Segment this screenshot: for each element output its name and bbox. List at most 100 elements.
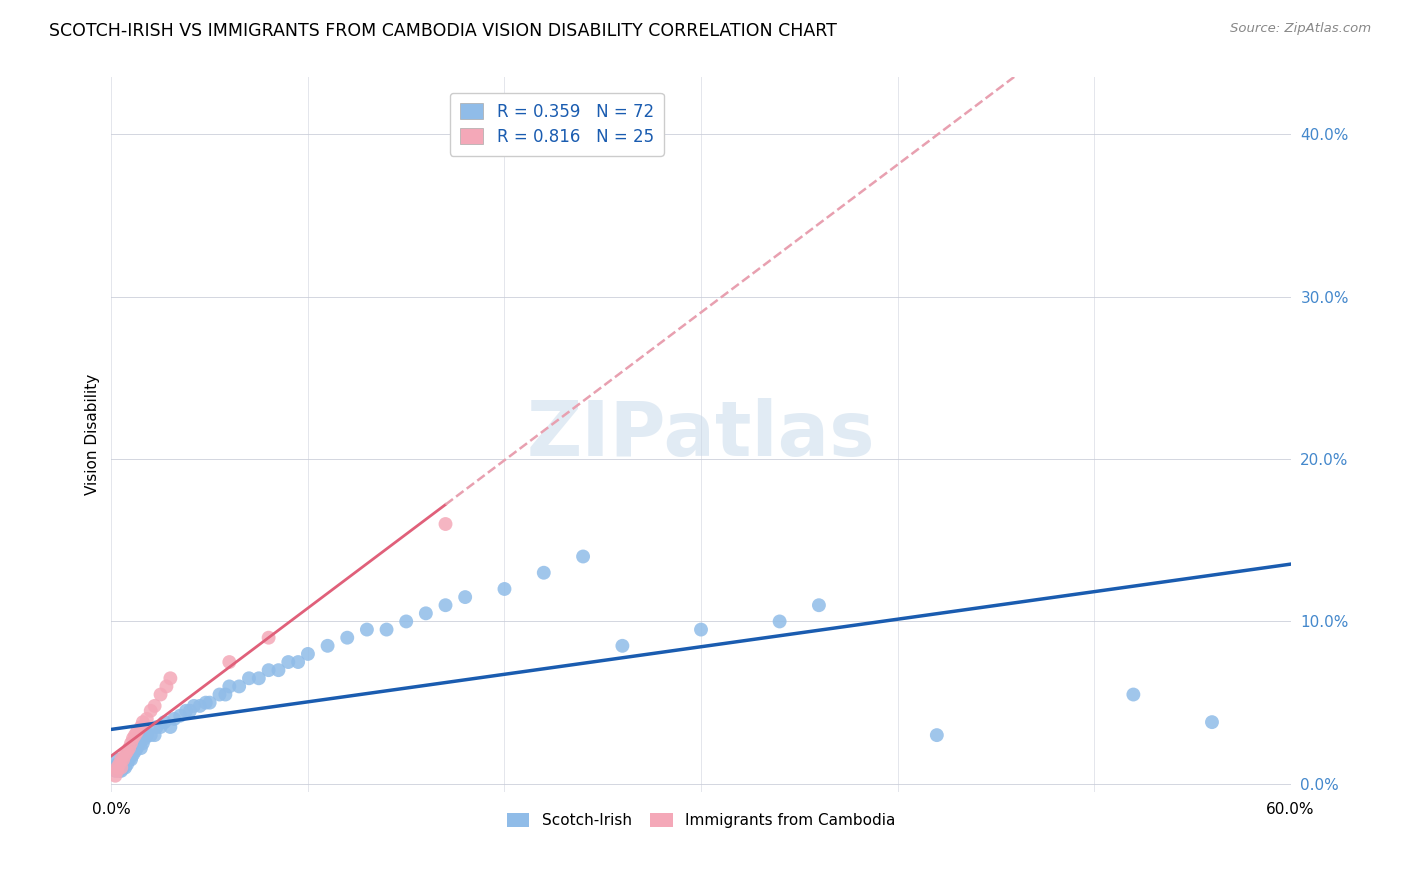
Point <box>114 752 136 766</box>
Point <box>129 720 152 734</box>
Point <box>169 708 191 723</box>
Point <box>120 744 142 758</box>
Point <box>104 769 127 783</box>
Point <box>183 698 205 713</box>
Point <box>110 761 132 775</box>
Point <box>108 764 131 778</box>
Point <box>572 549 595 564</box>
Point <box>198 696 221 710</box>
Point <box>112 752 135 766</box>
Point <box>208 688 231 702</box>
Point <box>134 731 156 746</box>
Text: Source: ZipAtlas.com: Source: ZipAtlas.com <box>1230 22 1371 36</box>
Point <box>112 752 135 766</box>
Point <box>125 724 148 739</box>
Point <box>108 761 131 775</box>
Point <box>149 688 172 702</box>
Point <box>135 728 157 742</box>
Point <box>257 663 280 677</box>
Point <box>149 720 172 734</box>
Point <box>218 680 240 694</box>
Point <box>434 598 457 612</box>
Point <box>125 741 148 756</box>
Point <box>105 757 128 772</box>
Point <box>105 752 128 766</box>
Point <box>108 757 131 772</box>
Point <box>267 663 290 677</box>
Point <box>415 607 437 621</box>
Point <box>925 728 948 742</box>
Point <box>110 761 132 775</box>
Point <box>143 728 166 742</box>
Point <box>139 704 162 718</box>
Point <box>163 712 186 726</box>
Point <box>174 704 197 718</box>
Point <box>277 655 299 669</box>
Y-axis label: Vision Disability: Vision Disability <box>86 374 100 495</box>
Legend: Scotch-Irish, Immigrants from Cambodia: Scotch-Irish, Immigrants from Cambodia <box>501 806 901 834</box>
Point <box>128 736 150 750</box>
Point <box>122 747 145 762</box>
Point <box>336 631 359 645</box>
Point <box>159 671 181 685</box>
Point <box>108 757 131 772</box>
Point <box>179 704 201 718</box>
Point <box>110 757 132 772</box>
Point <box>807 598 830 612</box>
Point <box>356 623 378 637</box>
Point <box>105 761 128 775</box>
Point <box>768 615 790 629</box>
Point <box>124 728 146 742</box>
Point <box>122 731 145 746</box>
Point <box>105 761 128 775</box>
Point <box>104 761 127 775</box>
Point <box>114 747 136 762</box>
Point <box>135 712 157 726</box>
Point <box>533 566 555 580</box>
Point <box>188 698 211 713</box>
Text: SCOTCH-IRISH VS IMMIGRANTS FROM CAMBODIA VISION DISABILITY CORRELATION CHART: SCOTCH-IRISH VS IMMIGRANTS FROM CAMBODIA… <box>49 22 837 40</box>
Point <box>129 741 152 756</box>
Point <box>115 744 138 758</box>
Point <box>395 615 418 629</box>
Point <box>297 647 319 661</box>
Point <box>1201 715 1223 730</box>
Point <box>214 688 236 702</box>
Point <box>690 623 713 637</box>
Point <box>228 680 250 694</box>
Point <box>139 728 162 742</box>
Point <box>1122 688 1144 702</box>
Point <box>159 720 181 734</box>
Point <box>114 761 136 775</box>
Point <box>145 720 167 734</box>
Point <box>124 744 146 758</box>
Point <box>120 736 142 750</box>
Point <box>120 752 142 766</box>
Point <box>105 764 128 778</box>
Point <box>115 747 138 762</box>
Point <box>104 764 127 778</box>
Point <box>257 631 280 645</box>
Point <box>153 715 176 730</box>
Point <box>247 671 270 685</box>
Point <box>132 736 155 750</box>
Point <box>454 590 477 604</box>
Point <box>118 752 141 766</box>
Text: ZIPatlas: ZIPatlas <box>527 398 876 472</box>
Point <box>434 516 457 531</box>
Point <box>132 715 155 730</box>
Point <box>194 696 217 710</box>
Point <box>110 752 132 766</box>
Point <box>112 761 135 775</box>
Point <box>115 757 138 772</box>
Point <box>287 655 309 669</box>
Point <box>118 744 141 758</box>
Point <box>612 639 634 653</box>
Point <box>238 671 260 685</box>
Point <box>143 698 166 713</box>
Point <box>375 623 398 637</box>
Point <box>118 741 141 756</box>
Point <box>218 655 240 669</box>
Point <box>316 639 339 653</box>
Point <box>110 764 132 778</box>
